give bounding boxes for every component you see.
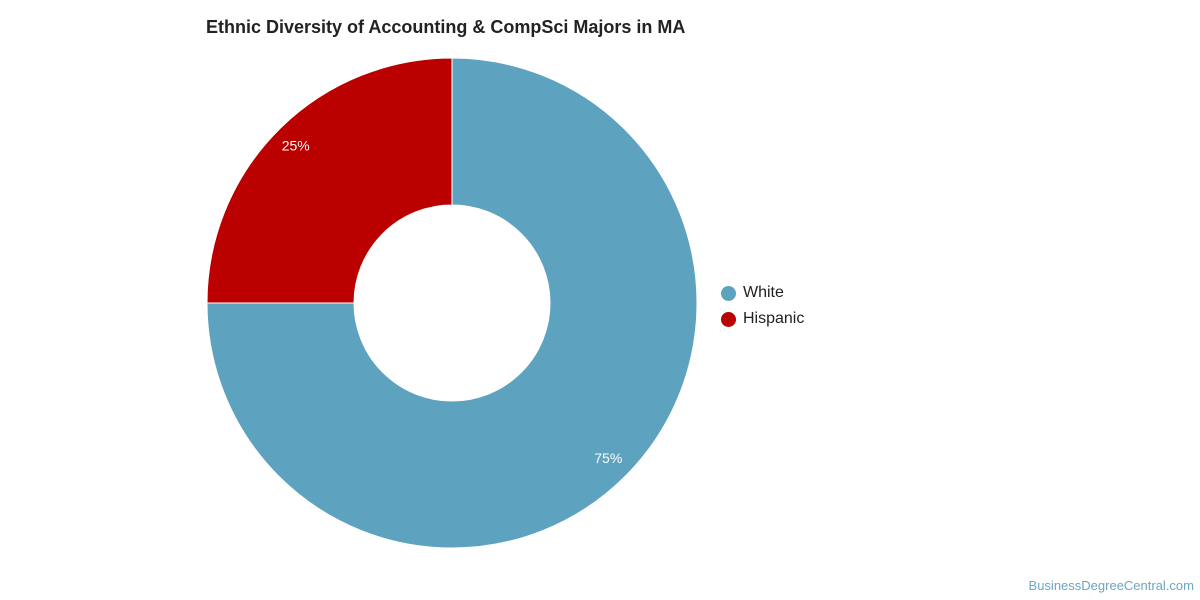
slices-group bbox=[206, 57, 698, 549]
slice-hispanic[interactable] bbox=[206, 57, 453, 304]
slice-white[interactable] bbox=[206, 57, 698, 549]
legend-swatch-white bbox=[721, 285, 736, 301]
slice-labels-group: 75% 25% bbox=[282, 137, 623, 466]
legend-item-white[interactable]: White bbox=[721, 280, 804, 306]
legend-item-hispanic[interactable]: Hispanic bbox=[721, 306, 804, 332]
legend-label-white: White bbox=[743, 284, 784, 301]
chart-title: Ethnic Diversity of Accounting & CompSci… bbox=[206, 17, 686, 37]
legend: White Hispanic bbox=[721, 280, 804, 332]
legend-label-hispanic: Hispanic bbox=[743, 310, 805, 327]
source-link[interactable]: BusinessDegreeCentral.com bbox=[1028, 578, 1194, 593]
legend-swatch-hispanic bbox=[721, 311, 736, 327]
slice-label-hispanic: 25% bbox=[282, 137, 310, 153]
slice-label-white: 75% bbox=[594, 450, 622, 466]
